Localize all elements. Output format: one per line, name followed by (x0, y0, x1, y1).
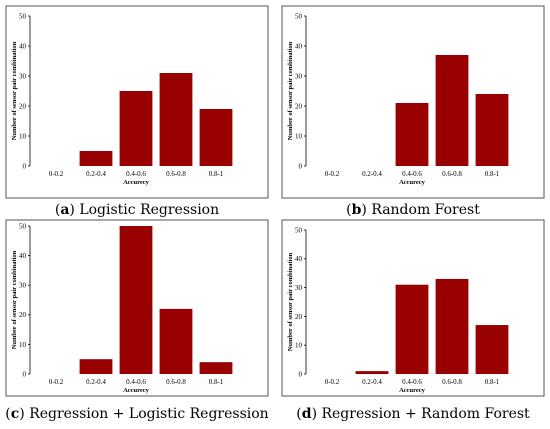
chart-panel-b: 0 10 20 30 40 50 Number of sensor pair combina… (280, 4, 546, 222)
panel-letter-c: c (10, 406, 20, 422)
x-axis-title-c: Accurecy (123, 387, 150, 394)
x-tick-label-d: 0.2-0.4 (362, 378, 382, 386)
x-tick-label-d: 0.4-0.6 (402, 378, 422, 386)
y-tick-label-a: 50 (19, 12, 27, 20)
bar-c-0.6-0.8 (159, 308, 193, 374)
caption-d: (d) Regression + Random Forest (296, 406, 530, 422)
chart-panel-c: 0 10 20 30 40 50 Number of sensor pair combina… (4, 218, 270, 429)
x-tick-label-c: 0.6-0.8 (166, 378, 186, 386)
y-tick-label-a: 20 (19, 102, 27, 110)
y-tick-label-a: 30 (19, 72, 27, 80)
caption-b: (b) Random Forest (346, 202, 480, 218)
panel-letter-a: a (60, 202, 70, 218)
y-tick-label-d: 10 (295, 342, 303, 350)
x-tick-label-c: 0-0.2 (49, 378, 64, 386)
caption-a: (a) Logistic Regression (54, 202, 220, 218)
caption-a-text: Logistic Regression (79, 202, 220, 218)
y-tick-label-b: 40 (295, 42, 303, 50)
x-tick-label-c: 0.4-0.6 (126, 378, 146, 386)
bar-a-0.4-0.6 (119, 91, 153, 166)
x-axis-title-a: Accurecy (123, 179, 150, 186)
panel-letter-d: d (301, 406, 312, 422)
x-tick-label-a: 0.2-0.4 (86, 170, 106, 178)
x-tick-label-b: 0-0.2 (325, 170, 340, 178)
x-tick-label-a: 0.4-0.6 (126, 170, 146, 178)
x-tick-label-b: 0.8-1 (485, 170, 500, 178)
y-tick-label-c: 0 (23, 370, 27, 378)
y-tick-label-c: 30 (19, 282, 27, 290)
bar-chart-a: 0 10 20 30 40 50 Number of sensor pair combina… (5, 5, 269, 199)
caption-b-text: Random Forest (371, 202, 480, 218)
bar-chart-d: 0 10 20 30 40 50 Number of sensor pair combina… (281, 219, 545, 397)
y-tick-label-b: 0 (299, 162, 303, 170)
y-tick-label-d: 0 (299, 370, 303, 378)
x-tick-label-b: 0.6-0.8 (442, 170, 462, 178)
bar-b-0.4-0.6 (395, 103, 429, 166)
bar-a-0.6-0.8 (159, 73, 193, 166)
y-tick-label-b: 20 (295, 102, 303, 110)
x-tick-label-b: 0.2-0.4 (362, 170, 382, 178)
bar-d-0.8-1 (475, 325, 509, 374)
y-tick-label-d: 40 (295, 255, 303, 263)
bar-a-0.8-1 (199, 109, 233, 166)
bar-c-0.4-0.6 (119, 226, 153, 374)
y-tick-label-c: 20 (19, 311, 27, 319)
bar-b-0.8-1 (475, 94, 509, 166)
bar-d-0.4-0.6 (395, 284, 429, 374)
y-tick-label-c: 50 (19, 222, 27, 230)
x-tick-label-d: 0.6-0.8 (442, 378, 462, 386)
y-tick-label-a: 10 (19, 132, 27, 140)
x-tick-label-d: 0-0.2 (325, 378, 340, 386)
panel-letter-b: b (351, 202, 362, 218)
y-tick-label-d: 50 (295, 226, 303, 234)
x-tick-label-c: 0.2-0.4 (86, 378, 106, 386)
caption-c-text: Regression + Logistic Regression (29, 406, 269, 422)
x-tick-label-a: 0.6-0.8 (166, 170, 186, 178)
y-tick-label-d: 30 (295, 284, 303, 292)
bar-a-0.2-0.4 (79, 151, 113, 166)
y-axis-title-d: Number of sensor pair combination (287, 252, 294, 351)
y-tick-label-b: 50 (295, 12, 303, 20)
caption-d-text: Regression + Random Forest (321, 406, 530, 422)
x-tick-label-a: 0-0.2 (49, 170, 64, 178)
y-tick-label-c: 10 (19, 341, 27, 349)
y-axis-title-c: Number of sensor pair combination (11, 250, 18, 349)
bar-chart-b: 0 10 20 30 40 50 Number of sensor pair combina… (281, 5, 545, 199)
y-axis-title-b: Number of sensor pair combination (287, 41, 294, 140)
bar-d-0.6-0.8 (435, 278, 469, 374)
x-tick-label-a: 0.8-1 (209, 170, 224, 178)
y-tick-label-c: 40 (19, 252, 27, 260)
y-tick-label-a: 0 (23, 162, 27, 170)
y-tick-label-d: 20 (295, 313, 303, 321)
x-tick-label-b: 0.4-0.6 (402, 170, 422, 178)
x-tick-label-d: 0.8-1 (485, 378, 500, 386)
x-tick-label-c: 0.8-1 (209, 378, 224, 386)
x-axis-title-b: Accurecy (399, 179, 426, 186)
caption-c: (c) Regression + Logistic Regression (5, 406, 269, 422)
bar-b-0.6-0.8 (435, 55, 469, 166)
y-tick-label-b: 30 (295, 72, 303, 80)
bar-c-0.8-1 (199, 362, 233, 374)
y-axis-title-a: Number of sensor pair combination (11, 41, 18, 140)
y-tick-label-a: 40 (19, 42, 27, 50)
bar-d-0.2-0.4 (355, 371, 389, 374)
bar-c-0.2-0.4 (79, 359, 113, 374)
bar-chart-c: 0 10 20 30 40 50 Number of sensor pair combina… (5, 219, 269, 397)
x-axis-title-d: Accurecy (399, 387, 426, 394)
chart-panel-a: 0 10 20 30 40 50 Number of sensor pair combina… (4, 4, 270, 222)
chart-panel-d: 0 10 20 30 40 50 Number of sensor pair combina… (280, 218, 546, 429)
y-tick-label-b: 10 (295, 132, 303, 140)
